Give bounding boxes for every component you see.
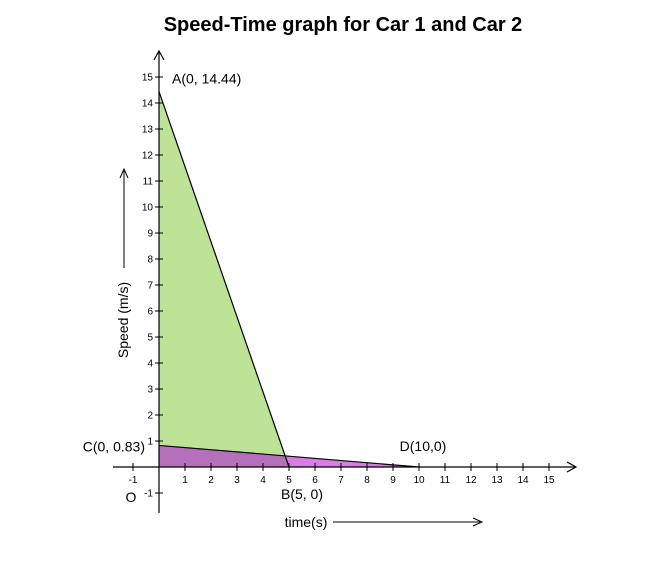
x-tick-label: -1 <box>129 475 138 486</box>
x-tick-label: 3 <box>234 475 240 486</box>
y-tick-label: 13 <box>142 125 154 136</box>
y-tick-label: 9 <box>147 229 153 240</box>
x-tick-label: 4 <box>260 475 266 486</box>
chart-title: Speed-Time graph for Car 1 and Car 2 <box>164 14 523 36</box>
x-tick-label: 2 <box>208 475 214 486</box>
point-label: A(0, 14.44) <box>172 71 241 87</box>
y-axis-label-group: Speed (m/s) <box>115 167 131 358</box>
overlap-area <box>159 445 289 467</box>
y-tick-label: 12 <box>142 151 154 162</box>
tick-layer: -1 1 2 3 4 5 6 7 8 9 10 11 12 13 14 15-1123456789101112… <box>129 73 555 500</box>
x-tick-label: 11 <box>440 475 451 486</box>
x-tick-label: 15 <box>543 475 555 486</box>
y-tick-label: 11 <box>143 177 154 188</box>
x-axis-label-group: time(s) <box>285 514 484 530</box>
point-label: D(10,0) <box>400 438 447 454</box>
x-tick-label: 5 <box>286 475 292 486</box>
x-tick-label: 14 <box>517 475 529 486</box>
y-axis-arrowhead <box>153 49 165 61</box>
x-tick-label: 13 <box>491 475 503 486</box>
y-tick-label: 3 <box>147 385 153 396</box>
y-tick-label: 14 <box>142 99 154 110</box>
y-axis-label: Speed (m/s) <box>115 282 131 358</box>
y-tick-label: 5 <box>147 333 153 344</box>
y-tick-label: 15 <box>142 73 154 84</box>
origin-label: O <box>126 489 137 505</box>
x-tick-label: 1 <box>182 475 188 486</box>
y-tick-label: 6 <box>147 307 153 318</box>
point-label: B(5, 0) <box>281 486 323 502</box>
x-axis-arrowhead <box>566 461 578 473</box>
y-tick-label: 8 <box>147 255 153 266</box>
x-tick-label: 7 <box>338 475 344 486</box>
y-tick-label: 4 <box>147 359 153 370</box>
x-axis-label-arrowhead <box>472 517 484 527</box>
y-axis-label-arrowhead <box>119 167 129 179</box>
car1-line <box>158 91 290 468</box>
y-tick-label: 7 <box>147 281 153 292</box>
y-tick-label: 1 <box>147 437 153 448</box>
x-tick-label: 8 <box>364 475 370 486</box>
x-tick-label: 6 <box>312 475 318 486</box>
point-label: C(0, 0.83) <box>83 438 145 454</box>
x-tick-label: 10 <box>413 475 425 486</box>
y-tick-label: -1 <box>144 489 153 500</box>
x-tick-label: 9 <box>390 475 396 486</box>
y-tick-label: 2 <box>147 411 153 422</box>
area-layer <box>158 91 420 468</box>
x-tick-label: 12 <box>465 475 477 486</box>
y-tick-label: 10 <box>142 203 154 214</box>
annotation-layer: A(0, 14.44) B(5, 0) C(0, 0.83) D(10,0) <box>83 71 447 502</box>
car2-line <box>158 444 420 468</box>
x-axis-label: time(s) <box>285 514 328 530</box>
